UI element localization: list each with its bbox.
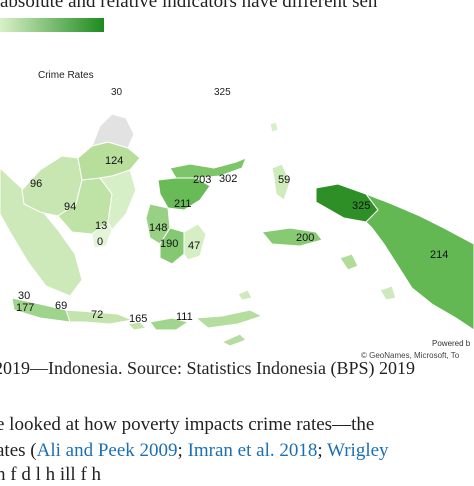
region-west-nusa-tenggara <box>149 317 190 331</box>
label-central-sulawesi: 211 <box>174 198 192 210</box>
region-bali <box>126 321 148 331</box>
label-west-sulawesi: 148 <box>149 222 168 234</box>
region-central-sulawesi <box>157 177 211 211</box>
region-south-kalimantan <box>91 221 113 249</box>
region-java-central <box>65 309 134 325</box>
label-south-kalimantan: 0 <box>97 236 104 248</box>
label-gorontalo: 203 <box>193 174 212 186</box>
citation-wrigley[interactable]: Wrigley <box>327 440 389 461</box>
region-southeast-sulawesi <box>183 223 207 261</box>
body-line-3: h f d l h ill f h <box>0 464 102 485</box>
label-east-nusa-tenggara: 111 <box>176 311 193 323</box>
region-small-island-2 <box>379 285 397 301</box>
region-small-island-1 <box>237 289 253 301</box>
region-north-maluku <box>271 163 291 201</box>
label-north-sulawesi: 302 <box>219 173 238 185</box>
label-bali: 72 <box>91 309 104 321</box>
body-line-2: ates (Ali and Peek 2009; Imran et al. 20… <box>0 440 474 462</box>
legend-max-label: 325 <box>214 87 231 98</box>
label-central-java: 69 <box>55 300 68 312</box>
legend-gradient-bar <box>0 18 104 32</box>
region-sabah <box>91 113 135 149</box>
label-west-nusa-tenggara: 165 <box>129 313 148 325</box>
body-line-2-prefix: ates ( <box>0 440 37 461</box>
header-text: absolute and relative indicators have di… <box>0 0 378 12</box>
label-maluku: 200 <box>296 232 315 244</box>
map-credit-sources: © GeoNames, Microsoft, To <box>361 351 460 360</box>
label-southeast-sulawesi: 47 <box>188 240 201 252</box>
region-timor <box>220 333 247 347</box>
region-maluku-islands <box>261 227 323 247</box>
legend-title: Crime Rates <box>38 70 94 81</box>
label-north-kalimantan: 124 <box>105 155 124 167</box>
figure-caption: 2019—Indonesia. Source: Statistics Indon… <box>0 358 415 378</box>
body-line-2-sep-1: ; <box>177 440 188 461</box>
label-west-papua: 325 <box>352 200 371 212</box>
region-east-kalimantan <box>99 169 137 231</box>
label-central-kalimantan: 94 <box>64 201 77 213</box>
legend-min-label: 30 <box>111 87 123 98</box>
region-east-nusa-tenggara <box>194 309 264 329</box>
label-papua: 214 <box>430 249 449 261</box>
label-south-sulawesi: 190 <box>160 238 179 250</box>
label-north-maluku: 59 <box>278 174 291 186</box>
label-east-kalimantan-south: 13 <box>95 220 108 232</box>
citation-imran[interactable]: Imran et al. 2018 <box>187 440 318 461</box>
label-west-java: 177 <box>16 302 35 314</box>
label-west-kalimantan: 96 <box>30 178 43 190</box>
region-maluku-small <box>339 253 359 271</box>
map-svg <box>0 113 474 347</box>
region-papua <box>364 192 474 331</box>
region-sumatra <box>0 167 83 297</box>
body-line-2-sep-2: ; <box>317 440 328 461</box>
citation-ali-peek[interactable]: Ali and Peek 2009 <box>36 440 178 461</box>
map-credit-powered[interactable]: Powered b <box>432 339 471 348</box>
body-line-1: e looked at how poverty impacts crime ra… <box>0 414 375 435</box>
indonesia-crime-map: Crime Rates 30 325 124 96 94 13 0 302 20… <box>0 18 474 360</box>
label-jakarta: 30 <box>18 290 31 302</box>
region-small-island-3 <box>269 121 279 133</box>
